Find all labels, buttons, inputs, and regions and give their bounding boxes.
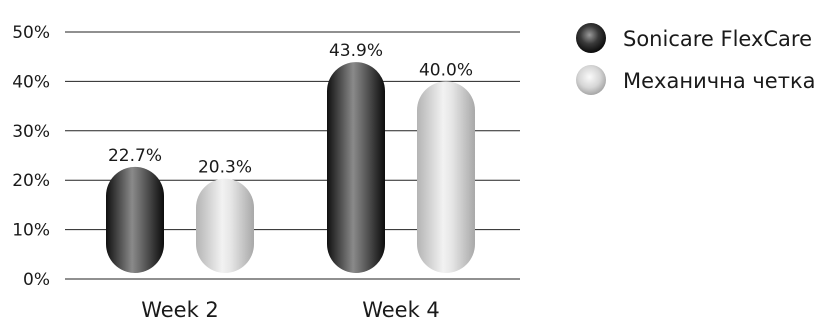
bar-1-1 xyxy=(417,81,475,274)
legend-swatch-manual-brush xyxy=(576,65,606,95)
legend-item-sonicare: Sonicare FlexCare xyxy=(576,23,812,53)
y-tick-label: 20% xyxy=(12,171,50,191)
value-label: 20.3% xyxy=(198,158,252,178)
bar-0-1 xyxy=(196,178,254,273)
y-tick-label: 40% xyxy=(12,72,50,92)
bar-1-0 xyxy=(327,62,385,273)
bar-0-0 xyxy=(106,166,164,273)
y-tick-label: 50% xyxy=(12,23,50,43)
bars xyxy=(106,62,475,274)
y-axis-ticks: 0% 10% 20% 30% 40% 50% xyxy=(12,23,50,290)
legend: Sonicare FlexCare Механична четка xyxy=(576,23,816,95)
value-label: 22.7% xyxy=(108,146,162,166)
category-label: Week 2 xyxy=(141,298,219,322)
y-tick-label: 10% xyxy=(12,221,50,241)
legend-item-manual-brush: Механична четка xyxy=(576,65,816,95)
value-label: 40.0% xyxy=(419,60,473,80)
value-label: 43.9% xyxy=(329,41,383,61)
y-tick-label: 0% xyxy=(23,270,50,290)
data-labels: 22.7% 20.3% 43.9% 40.0% xyxy=(108,41,473,178)
legend-swatch-sonicare xyxy=(576,23,606,53)
x-axis-categories: Week 2 Week 4 xyxy=(141,298,440,322)
legend-label-sonicare: Sonicare FlexCare xyxy=(623,27,812,51)
legend-label-manual-brush: Механична четка xyxy=(623,69,816,93)
category-label: Week 4 xyxy=(362,298,440,322)
y-tick-label: 30% xyxy=(12,122,50,142)
